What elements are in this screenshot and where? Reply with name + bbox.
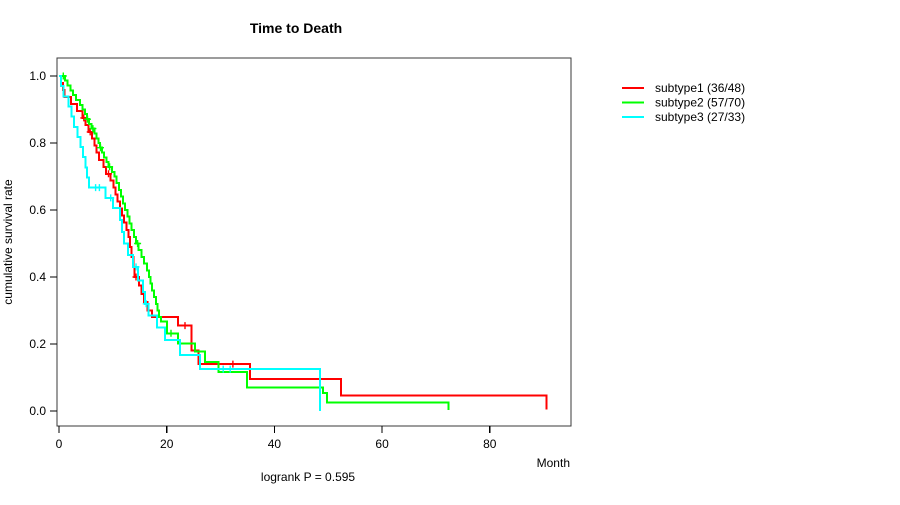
censor-mark [229, 360, 237, 368]
x-tick-label: 80 [483, 437, 497, 451]
legend: subtype1 (36/48)subtype2 (57/70)subtype3… [622, 81, 745, 124]
censor-mark [226, 365, 234, 373]
y-axis-label: cumulative survival rate [1, 179, 15, 305]
legend-label-2: subtype2 (57/70) [655, 96, 745, 110]
x-tick-label: 20 [160, 437, 174, 451]
censor-mark [132, 263, 140, 271]
plot-box [56, 57, 572, 427]
y-tick-label: 1.0 [29, 69, 46, 83]
legend-label-3: subtype3 (27/33) [655, 110, 745, 124]
survival-curve-1 [59, 75, 548, 410]
y-tick-label: 0.8 [29, 136, 46, 150]
censor-mark [142, 300, 150, 308]
censor-mark [95, 184, 103, 192]
y-tick-label: 0.4 [29, 270, 46, 284]
censor-mark [134, 240, 142, 247]
y-tick-label: 0.0 [29, 404, 46, 418]
x-axis-label: Month [537, 456, 570, 470]
censor-mark [89, 125, 97, 133]
legend-label-1: subtype1 (36/48) [655, 81, 745, 95]
censor-mark [106, 163, 114, 171]
censor-mark [219, 365, 227, 373]
censor-mark [167, 329, 175, 337]
censor-mark [97, 144, 104, 152]
survival-curve-2 [59, 75, 450, 410]
logrank-annotation: logrank P = 0.595 [261, 470, 356, 484]
survival-curves [59, 72, 548, 411]
censor-mark [84, 115, 91, 123]
x-tick-label: 0 [56, 437, 63, 451]
censor-mark [181, 322, 189, 330]
y-tick-label: 0.6 [29, 203, 46, 217]
chart-title: Time to Death [250, 20, 342, 36]
survival-curve-3 [59, 75, 322, 411]
censor-mark [105, 170, 112, 178]
x-tick-label: 60 [375, 437, 389, 451]
x-tick-label: 40 [268, 437, 282, 451]
y-tick-label: 0.2 [29, 337, 46, 351]
censor-mark [107, 194, 115, 202]
x-axis: 0 20 40 60 80 [56, 426, 497, 451]
y-axis: 0.0 0.2 0.4 0.6 0.8 1.0 [29, 69, 57, 418]
